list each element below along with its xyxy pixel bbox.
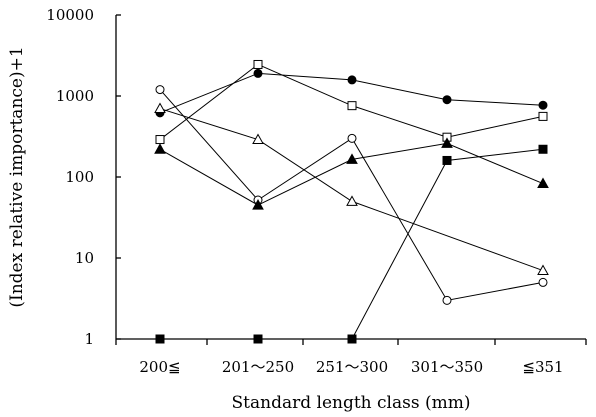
data-point-filled-triangle <box>537 177 549 189</box>
series-line <box>159 89 544 301</box>
data-point-open-triangle <box>154 102 166 114</box>
data-point-filled-circle <box>253 68 263 78</box>
data-point-filled-triangle <box>346 153 358 164</box>
data-point-filled-triangle <box>441 137 453 148</box>
series-filled-square <box>155 144 548 344</box>
series-line <box>159 108 544 272</box>
data-point-open-square <box>347 101 357 111</box>
data-point-filled-circle <box>442 95 452 105</box>
data-point-open-circle <box>538 277 548 287</box>
x-tick-label: ≦351 <box>522 358 563 376</box>
data-point-open-circle <box>155 85 165 95</box>
y-ticks: 1 10 100 1000 10000 <box>46 6 121 348</box>
data-point-open-square <box>538 111 548 121</box>
y-tick-label: 1 <box>84 330 94 348</box>
y-tick-label: 10000 <box>46 6 94 24</box>
data-point-filled-square <box>253 334 263 344</box>
series-layer <box>154 59 549 344</box>
data-point-filled-square <box>347 334 357 344</box>
series-open-square <box>155 59 548 145</box>
series-line <box>159 142 544 206</box>
data-point-filled-triangle <box>252 199 264 210</box>
data-point-open-triangle <box>252 133 264 145</box>
axes <box>115 15 586 340</box>
data-point-filled-square <box>538 144 548 154</box>
data-point-filled-triangle <box>154 143 166 154</box>
x-tick-label: 251〜300 <box>316 358 388 376</box>
series-open-circle <box>155 85 548 305</box>
data-point-filled-square <box>442 155 452 165</box>
x-ticks: 200≦ 201〜250 251〜300 301〜350 ≦351 <box>115 339 587 376</box>
data-point-open-circle <box>442 295 452 305</box>
y-tick-label: 1000 <box>56 87 94 105</box>
series-open-triangle <box>154 102 549 276</box>
data-point-open-triangle <box>537 264 549 276</box>
data-point-open-circle <box>347 133 357 143</box>
x-tick-label: 200≦ <box>139 358 180 376</box>
y-axis-title: (Index relative importance)+1 <box>7 46 27 307</box>
data-point-filled-circle <box>538 100 548 110</box>
y-tick-label: 10 <box>75 249 94 267</box>
data-point-open-square <box>253 59 263 69</box>
data-point-open-square <box>155 135 165 145</box>
y-tick-label: 100 <box>65 168 94 186</box>
x-axis-title: Standard length class (mm) <box>232 393 471 413</box>
x-tick-label: 201〜250 <box>222 358 294 376</box>
data-point-filled-square <box>155 334 165 344</box>
series-line <box>160 148 544 340</box>
data-point-filled-circle <box>347 75 357 85</box>
data-point-open-triangle <box>346 195 358 206</box>
x-tick-label: 301〜350 <box>411 358 483 376</box>
series-filled-circle <box>155 68 548 118</box>
